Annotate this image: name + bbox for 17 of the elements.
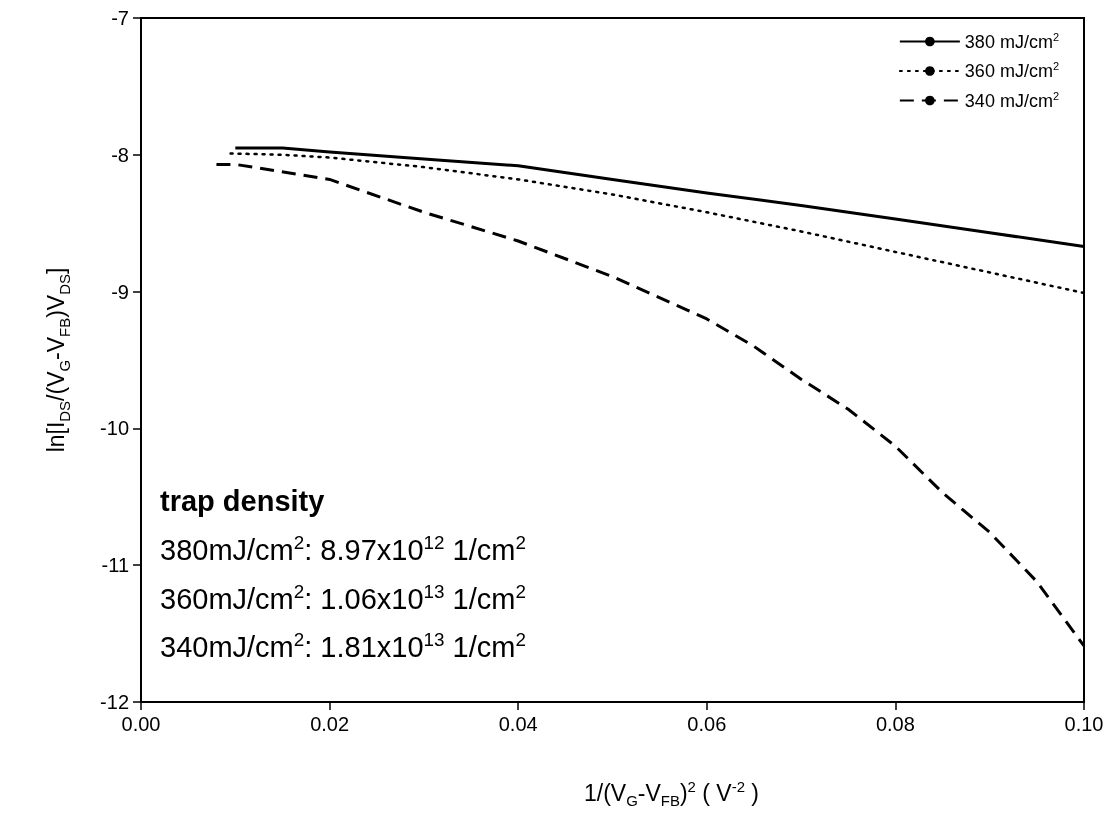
annotation: trap density xyxy=(160,484,326,519)
text: 1/(V$_{G}$-V$_{FB}$)$^{2}$ ( V$^{-2}$ ) xyxy=(583,778,760,810)
x-tick-label: 0.04 xyxy=(498,713,538,735)
x-tick-label: 0.02 xyxy=(310,713,350,735)
annotation: 380mJ/cm$^{2}$: 8.97x10$^{12}$ 1/cm$^{2}$ xyxy=(160,531,526,568)
x-tick-label: 0.10 xyxy=(1064,713,1104,735)
x-tick-label: 0.00 xyxy=(121,713,161,735)
y-tick-label: -7 xyxy=(111,7,129,29)
y-tick-label: -10 xyxy=(100,417,129,440)
x-tick-label: 0.06 xyxy=(687,713,727,735)
y-tick-label: -8 xyxy=(111,143,129,166)
x-tick-label: 0.08 xyxy=(875,713,915,735)
annotation: 360mJ/cm$^{2}$: 1.06x10$^{13}$ 1/cm$^{2}$ xyxy=(160,579,526,617)
y-tick-label: -12 xyxy=(100,691,129,713)
y-tick-label: -11 xyxy=(101,554,129,577)
y-tick-label: -9 xyxy=(111,280,129,303)
annotation: 340mJ/cm$^{2}$: 1.81x10$^{13}$ 1/cm$^{2}$ xyxy=(160,628,526,665)
